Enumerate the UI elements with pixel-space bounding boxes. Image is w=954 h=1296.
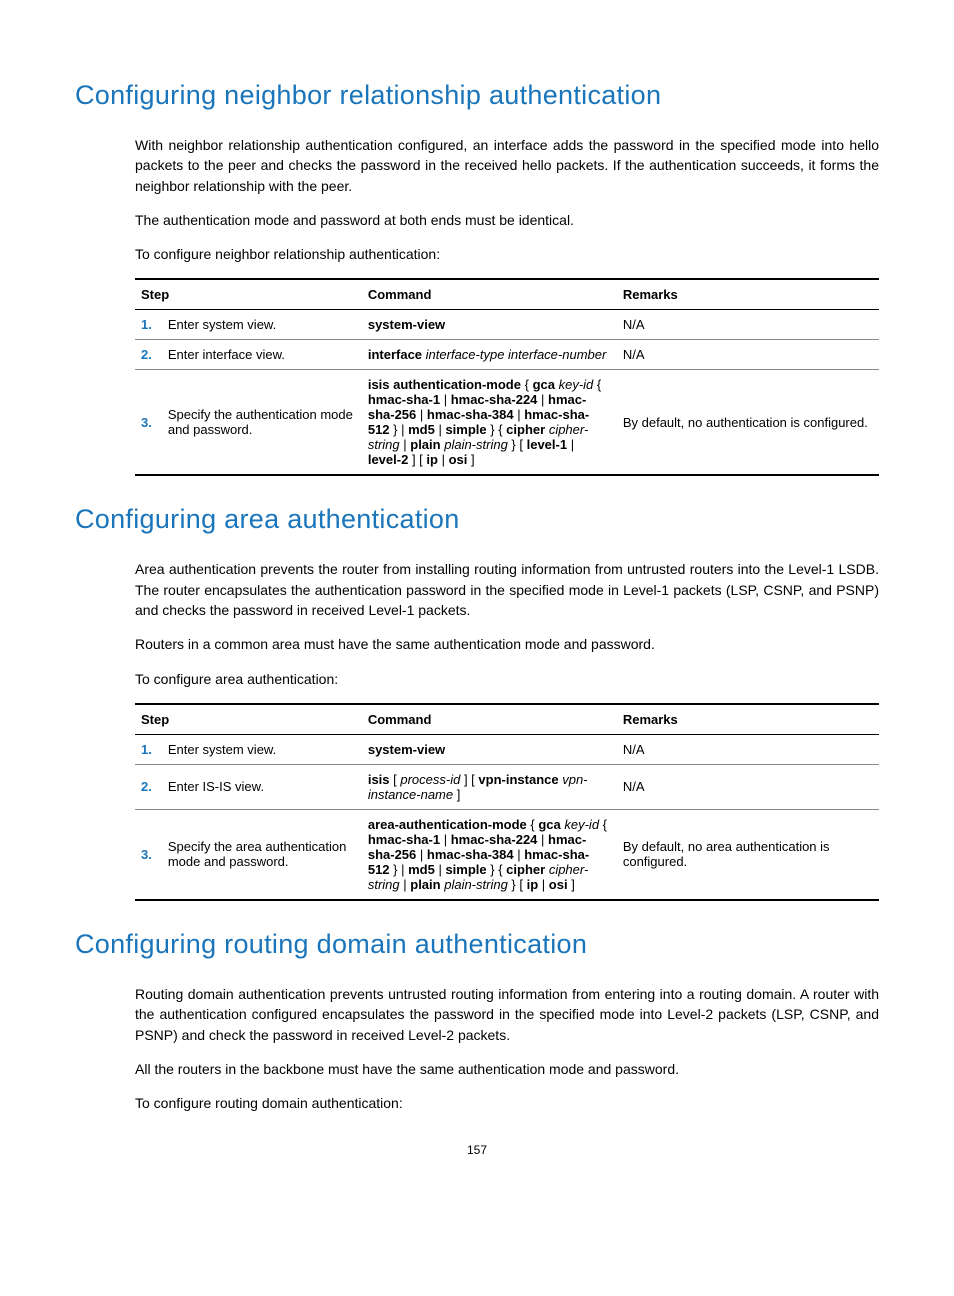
paragraph: Routers in a common area must have the s… (135, 634, 879, 654)
command-cell: isis [ process-id ] [ vpn-instance vpn-i… (362, 764, 617, 809)
table-row: 3.Specify the authentication mode and pa… (135, 370, 879, 476)
paragraph: To configure neighbor relationship authe… (135, 244, 879, 264)
table-header: Command (362, 279, 617, 310)
remarks-cell: By default, no authentication is configu… (617, 370, 879, 476)
table-header: Remarks (617, 704, 879, 735)
step-number: 3. (135, 809, 162, 900)
remarks-cell: N/A (617, 764, 879, 809)
step-number: 1. (135, 734, 162, 764)
section-body: Area authentication prevents the router … (75, 559, 879, 688)
table-row: 3.Specify the area authentication mode a… (135, 809, 879, 900)
section-body: With neighbor relationship authenticatio… (75, 135, 879, 264)
command-cell: isis authentication-mode { gca key-id { … (362, 370, 617, 476)
section-heading: Configuring neighbor relationship authen… (75, 80, 879, 111)
section-heading: Configuring area authentication (75, 504, 879, 535)
remarks-cell: N/A (617, 340, 879, 370)
step-number: 3. (135, 370, 162, 476)
step-number: 2. (135, 764, 162, 809)
step-desc: Enter interface view. (162, 340, 362, 370)
step-desc: Enter system view. (162, 734, 362, 764)
paragraph: Routing domain authentication prevents u… (135, 984, 879, 1045)
step-desc: Specify the authentication mode and pass… (162, 370, 362, 476)
remarks-cell: N/A (617, 310, 879, 340)
remarks-cell: By default, no area authentication is co… (617, 809, 879, 900)
table-header: Step (135, 279, 362, 310)
table-row: 1.Enter system view.system-viewN/A (135, 734, 879, 764)
config-table: StepCommandRemarks1.Enter system view.sy… (135, 703, 879, 901)
paragraph: To configure area authentication: (135, 669, 879, 689)
step-desc: Specify the area authentication mode and… (162, 809, 362, 900)
paragraph: With neighbor relationship authenticatio… (135, 135, 879, 196)
section-heading: Configuring routing domain authenticatio… (75, 929, 879, 960)
step-desc: Enter system view. (162, 310, 362, 340)
paragraph: The authentication mode and password at … (135, 210, 879, 230)
table-row: 1.Enter system view.system-viewN/A (135, 310, 879, 340)
step-desc: Enter IS-IS view. (162, 764, 362, 809)
page-number: 157 (75, 1143, 879, 1157)
command-cell: interface interface-type interface-numbe… (362, 340, 617, 370)
command-cell: system-view (362, 734, 617, 764)
table-header: Command (362, 704, 617, 735)
remarks-cell: N/A (617, 734, 879, 764)
step-number: 2. (135, 340, 162, 370)
paragraph: Area authentication prevents the router … (135, 559, 879, 620)
command-cell: area-authentication-mode { gca key-id { … (362, 809, 617, 900)
step-number: 1. (135, 310, 162, 340)
paragraph: All the routers in the backbone must hav… (135, 1059, 879, 1079)
config-table: StepCommandRemarks1.Enter system view.sy… (135, 278, 879, 476)
paragraph: To configure routing domain authenticati… (135, 1093, 879, 1113)
table-row: 2.Enter interface view.interface interfa… (135, 340, 879, 370)
command-cell: system-view (362, 310, 617, 340)
table-header: Remarks (617, 279, 879, 310)
section-body: Routing domain authentication prevents u… (75, 984, 879, 1113)
table-header: Step (135, 704, 362, 735)
table-row: 2.Enter IS-IS view.isis [ process-id ] [… (135, 764, 879, 809)
